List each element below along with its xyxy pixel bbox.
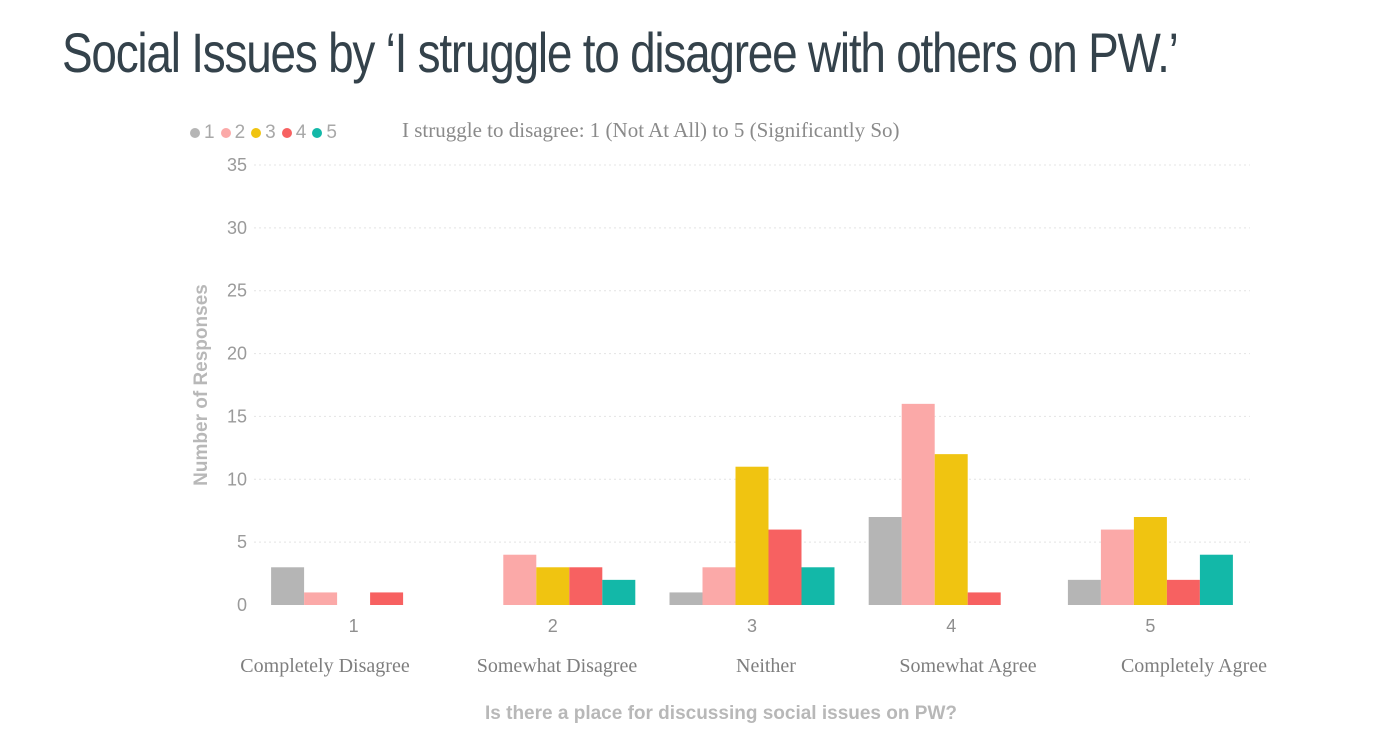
bar-3-series-1 — [669, 592, 703, 605]
legend-swatch — [251, 128, 262, 138]
bar-4-series-2 — [901, 403, 935, 605]
page-title: Social Issues by ‘I struggle to disagree… — [62, 21, 1179, 84]
x-tick-label: 4 — [946, 616, 956, 636]
bar-3-series-5 — [801, 567, 835, 605]
bar-5-series-3 — [1133, 517, 1167, 605]
bar-1-series-2 — [304, 592, 338, 605]
category-description: Somewhat Agree — [899, 655, 1036, 677]
bar-4-series-4 — [967, 592, 1001, 605]
bar-3-series-4 — [768, 529, 802, 605]
legend-swatch — [190, 128, 200, 138]
legend-label: 2 — [234, 122, 246, 143]
x-tick-label: 3 — [747, 616, 757, 636]
bar-2-series-2 — [503, 554, 537, 605]
y-tick-label: 5 — [237, 532, 247, 552]
legend-label: 3 — [265, 122, 276, 143]
y-tick-label: 15 — [227, 406, 247, 426]
legend-item-5: 5 — [312, 122, 337, 144]
bar-5-series-2 — [1100, 529, 1134, 605]
bar-3-series-2 — [702, 567, 736, 605]
x-axis-title: Is there a place for discussing social i… — [485, 703, 957, 724]
y-tick-label: 10 — [227, 469, 247, 489]
legend-item-3: 3 — [251, 122, 276, 144]
y-tick-label: 30 — [227, 218, 247, 238]
category-description: Somewhat Disagree — [477, 655, 638, 677]
x-tick-label: 1 — [349, 616, 359, 636]
category-description: Neither — [736, 655, 796, 677]
y-tick-label: 20 — [227, 344, 247, 364]
bar-1-series-4 — [370, 592, 404, 605]
bar-2-series-4 — [569, 567, 603, 605]
bar-4-series-1 — [868, 517, 902, 605]
legend-label: 1 — [204, 122, 215, 143]
legend-label: 5 — [326, 122, 337, 143]
y-axis-title: Number of Responses — [191, 284, 212, 486]
bar-5-series-1 — [1067, 579, 1101, 605]
x-tick-label: 2 — [548, 616, 558, 636]
bar-2-series-3 — [536, 567, 570, 605]
bar-1-series-1 — [271, 567, 305, 605]
y-tick-label: 35 — [227, 155, 247, 175]
legend-swatch — [281, 128, 292, 138]
legend-item-1: 1 — [190, 122, 215, 144]
bar-5-series-4 — [1166, 579, 1200, 605]
y-tick-label: 25 — [227, 281, 247, 301]
legend-swatch — [220, 128, 231, 138]
bar-2-series-5 — [602, 579, 636, 605]
legend-title: I struggle to disagree: 1 (Not At All) t… — [402, 118, 900, 142]
bar-3-series-3 — [735, 466, 769, 605]
legend-swatch — [312, 128, 323, 138]
y-tick-label: 0 — [237, 595, 247, 615]
bar-4-series-3 — [934, 454, 968, 605]
legend-item-2: 2 — [220, 122, 246, 144]
bar-5-series-5 — [1199, 554, 1233, 605]
category-description: Completely Disagree — [240, 655, 410, 677]
legend-item-4: 4 — [281, 122, 307, 144]
x-tick-label: 5 — [1145, 616, 1155, 636]
legend-label: 4 — [295, 122, 307, 143]
category-description: Completely Agree — [1121, 655, 1267, 677]
